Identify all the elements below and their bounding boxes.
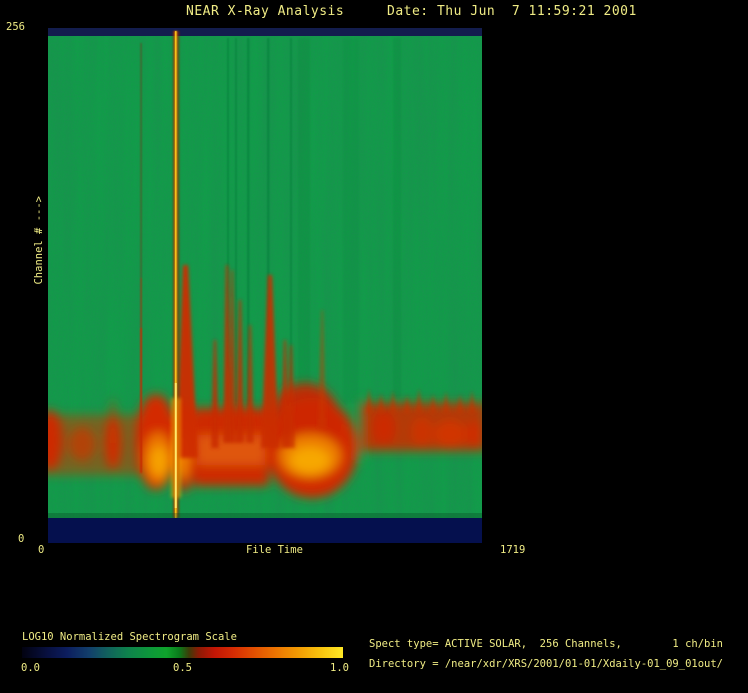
y-axis-title: Channel # ---> [33, 196, 45, 285]
date-label: Date: Thu Jun 7 11:59:21 2001 [387, 4, 637, 19]
spectrogram-canvas [48, 28, 482, 543]
bottom-border-band [48, 518, 482, 543]
spect-type-line: Spect type= ACTIVE SOLAR, 256 Channels, … [369, 638, 724, 650]
colorbar-gradient [22, 647, 343, 658]
x-axis-title: File Time [246, 544, 303, 556]
pre-border-shade [48, 513, 482, 518]
directory-line: Directory = /near/xdr/XRS/2001/01-01/Xda… [369, 658, 724, 670]
flare-spikes [176, 265, 475, 458]
colorbar-tick-min: 0.0 [21, 662, 40, 674]
y-axis-max-label: 256 [6, 21, 25, 33]
top-border-band [48, 28, 482, 36]
dark-streaks [227, 38, 401, 406]
y-axis-min-label: 0 [18, 533, 25, 545]
narrow-red-line [140, 43, 142, 473]
page-title: NEAR X-Ray Analysis [186, 4, 345, 19]
colorbar-title: LOG10 Normalized Spectrogram Scale [22, 631, 237, 643]
colorbar-tick-max: 1.0 [330, 662, 349, 674]
x-axis-min-label: 0 [38, 544, 45, 556]
calibration-line [171, 31, 181, 518]
colorbar-tick-mid: 0.5 [173, 662, 192, 674]
x-axis-max-label: 1719 [500, 544, 526, 556]
